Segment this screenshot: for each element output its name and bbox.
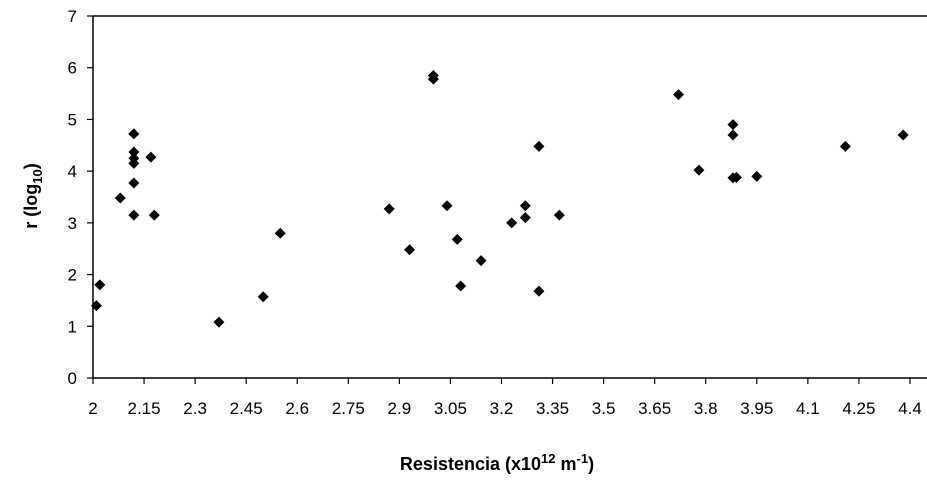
x-axis-ticks: 2 2.15 2.3 2.45 2.6 2.75 2.9 3.05 3.2 3.35 3.5 3.65… (88, 378, 922, 418)
data-point (451, 233, 463, 245)
data-point (455, 280, 467, 292)
data-points (90, 69, 909, 328)
x-tick-label: 3.35 (536, 399, 569, 418)
x-tick-label: 4.1 (796, 399, 820, 418)
data-point (533, 285, 545, 297)
x-tick-label: 3.65 (638, 399, 671, 418)
data-point (114, 192, 126, 204)
y-tick-label: 3 (68, 214, 77, 233)
x-tick-label: 3.05 (434, 399, 467, 418)
data-point (506, 217, 518, 229)
y-axis-title: r (log10) (21, 163, 45, 228)
y-tick-label: 4 (68, 162, 77, 181)
data-point (533, 140, 545, 152)
y-tick-label: 7 (68, 7, 77, 26)
x-tick-label: 2 (88, 399, 97, 418)
x-tick-label: 2.15 (128, 399, 161, 418)
y-tick-label: 1 (68, 317, 77, 336)
x-tick-label: 3.5 (592, 399, 616, 418)
data-point (553, 209, 565, 221)
data-point (128, 157, 140, 169)
x-axis-title: Resistencia (x1012 m-1) (400, 451, 594, 474)
y-axis-ticks: 0 1 2 3 4 5 6 7 (68, 7, 93, 388)
x-tick-label: 2.45 (230, 399, 263, 418)
data-point (441, 200, 453, 212)
x-tick-label: 2.6 (285, 399, 309, 418)
data-point (730, 171, 742, 183)
data-point (673, 89, 685, 101)
data-point (727, 129, 739, 141)
y-tick-label: 0 (68, 369, 77, 388)
data-point (427, 73, 439, 85)
data-point (475, 255, 487, 267)
x-tick-label: 2.75 (332, 399, 365, 418)
data-point (727, 119, 739, 131)
data-point (839, 140, 851, 152)
data-point (213, 316, 225, 328)
x-tick-label: 4.25 (842, 399, 875, 418)
x-tick-label: 2.9 (388, 399, 412, 418)
x-tick-label: 3.8 (694, 399, 718, 418)
y-tick-label: 6 (68, 59, 77, 78)
x-tick-label: 2.3 (183, 399, 207, 418)
data-point (404, 244, 416, 256)
data-point (148, 209, 160, 221)
data-point (519, 212, 531, 224)
data-point (897, 129, 909, 141)
x-tick-label: 3.95 (740, 399, 773, 418)
y-tick-label: 5 (68, 110, 77, 129)
data-point (383, 203, 395, 215)
y-tick-label: 2 (68, 266, 77, 285)
data-point (519, 200, 531, 212)
data-point (257, 291, 269, 303)
data-point (274, 227, 286, 239)
data-point (128, 128, 140, 140)
data-point (751, 170, 763, 182)
data-point (128, 209, 140, 221)
data-point (693, 164, 705, 176)
data-point (94, 279, 106, 291)
data-point (145, 151, 157, 163)
data-point (128, 177, 140, 189)
data-point (90, 300, 102, 312)
data-point (128, 146, 140, 158)
x-tick-label: 4.4 (898, 399, 922, 418)
x-tick-label: 3.2 (490, 399, 514, 418)
